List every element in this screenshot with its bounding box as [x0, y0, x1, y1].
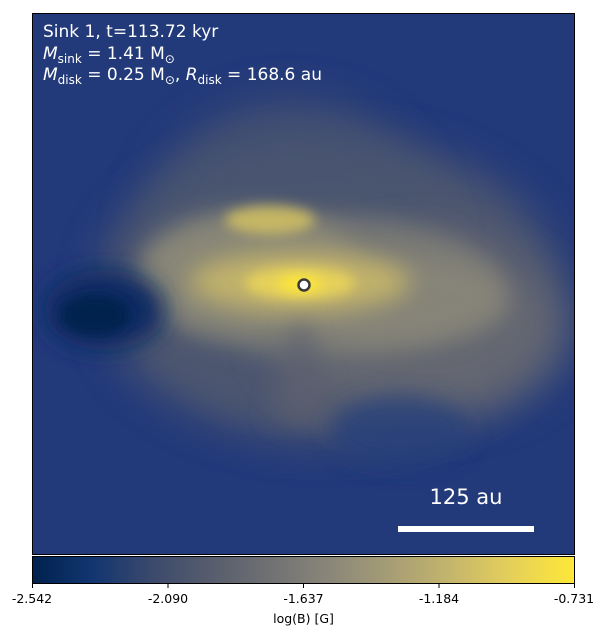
- annotation-line2: Msink = 1.41 M⊙: [43, 44, 175, 66]
- scale-bar-line: [398, 526, 534, 532]
- colorbar-tick-label-1: -2.090: [148, 591, 188, 606]
- colorbar: -2.542 -2.090 -1.637 -1.184 -0.731 log(B…: [12, 556, 594, 626]
- annotation-block: Sink 1, t=113.72 kyr Msink = 1.41 M⊙ Mdi…: [43, 22, 322, 87]
- annotation-line1: Sink 1, t=113.72 kyr: [43, 22, 218, 42]
- scale-bar: 125 au: [398, 485, 534, 532]
- colorbar-tick-label-0: -2.542: [12, 591, 52, 606]
- sink-marker: [297, 278, 311, 292]
- colorbar-tick-label-3: -1.184: [419, 591, 459, 606]
- colorbar-gradient: [32, 556, 575, 584]
- colorbar-ticks: [32, 584, 575, 588]
- colorbar-tick-label-4: -0.731: [554, 591, 594, 606]
- colorbar-tick-label-2: -1.637: [283, 591, 323, 606]
- field-map: [32, 13, 575, 555]
- annotation-line3: Mdisk = 0.25 M⊙, Rdisk = 168.6 au: [43, 65, 322, 87]
- scale-bar-label: 125 au: [430, 485, 503, 509]
- colorbar-label: log(B) [G]: [273, 611, 334, 626]
